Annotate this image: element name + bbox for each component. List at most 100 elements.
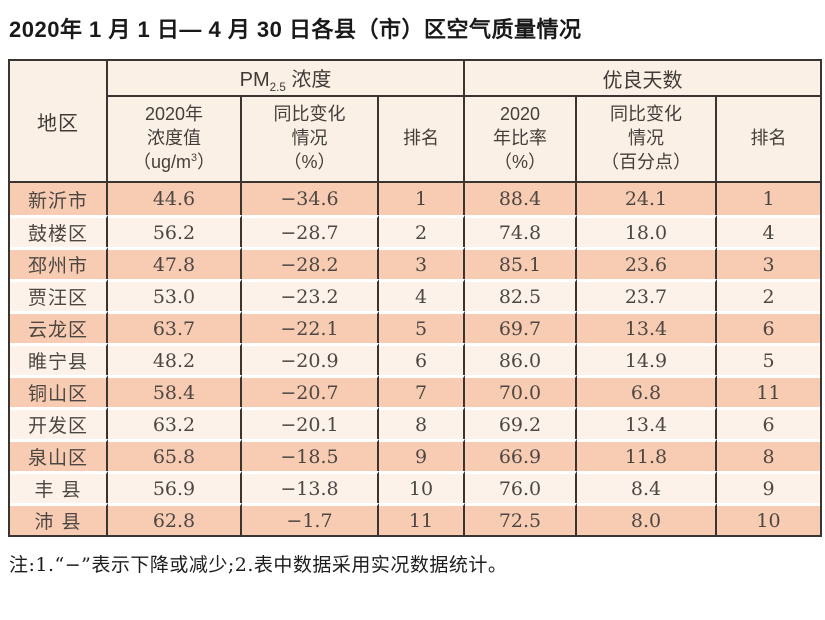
cell-good_rank: 9: [717, 471, 820, 503]
cell-good_change: 23.7: [577, 279, 717, 311]
cell-pm25_rank: 10: [379, 471, 465, 503]
table-row: 云龙区 63.7 −22.1 5 69.7 13.4 6: [10, 311, 820, 343]
cell-pm25_change: −34.6: [242, 183, 379, 215]
cell-good_ratio: 82.5: [465, 279, 577, 311]
table-header: 地区 PM2.5 浓度 优良天数 2020年 浓度值 （ug/m3） 同比变化 …: [10, 61, 820, 183]
table-body: 新沂市 44.6 −34.6 1 88.4 24.1 1 鼓楼区 56.2 −28.7 2 74.8 1…: [10, 183, 820, 535]
pm25-unit: （ug/m3）: [132, 151, 216, 172]
header-group-row: 地区 PM2.5 浓度 优良天数: [10, 61, 820, 183]
pm25-group-label: PM2.5 浓度: [239, 68, 332, 94]
table-row: 鼓楼区 56.2 −28.7 2 74.8 18.0 4: [10, 215, 820, 247]
cell-pm25_rank: 6: [379, 343, 465, 375]
cell-pm25_rank: 3: [379, 247, 465, 279]
cell-good_change: 23.6: [577, 247, 717, 279]
cell-pm25_rank: 7: [379, 375, 465, 407]
cell-good_ratio: 70.0: [465, 375, 577, 407]
cell-good_change: 6.8: [577, 375, 717, 407]
table-row: 沛 县 62.8 −1.7 11 72.5 8.0 10: [10, 503, 820, 535]
cell-pm25: 48.2: [108, 343, 242, 375]
cell-pm25: 56.2: [108, 215, 242, 247]
table-row: 睢宁县 48.2 −20.9 6 86.0 14.9 5: [10, 343, 820, 375]
cell-pm25_change: −20.1: [242, 407, 379, 439]
cell-region: 邳州市: [10, 247, 108, 279]
cell-good_ratio: 69.7: [465, 311, 577, 343]
cell-pm25_change: −20.9: [242, 343, 379, 375]
cell-pm25: 58.4: [108, 375, 242, 407]
cell-good_rank: 10: [717, 503, 820, 535]
cell-pm25: 47.8: [108, 247, 242, 279]
cell-good_change: 18.0: [577, 215, 717, 247]
col-header-good-rank: 排名: [717, 97, 820, 183]
cell-good_rank: 3: [717, 247, 820, 279]
cell-pm25_rank: 4: [379, 279, 465, 311]
good-days-group-label: 优良天数: [602, 69, 683, 92]
cell-good_change: 24.1: [577, 183, 717, 215]
cell-region: 云龙区: [10, 311, 108, 343]
col-header-good-change: 同比变化 情况 （百分点）: [577, 97, 717, 183]
cell-pm25_change: −23.2: [242, 279, 379, 311]
cell-region: 贾汪区: [10, 279, 108, 311]
cell-good_change: 14.9: [577, 343, 717, 375]
cell-good_rank: 6: [717, 407, 820, 439]
cell-good_ratio: 86.0: [465, 343, 577, 375]
cell-good_rank: 2: [717, 279, 820, 311]
table-row: 泉山区 65.8 −18.5 9 66.9 11.8 8: [10, 439, 820, 471]
cell-pm25_change: −20.7: [242, 375, 379, 407]
cell-pm25: 44.6: [108, 183, 242, 215]
table-row: 铜山区 58.4 −20.7 7 70.0 6.8 11: [10, 375, 820, 407]
table-row: 贾汪区 53.0 −23.2 4 82.5 23.7 2: [10, 279, 820, 311]
header-sub-row: 2020年 浓度值 （ug/m3） 同比变化 情况 （%） 排名 2020 年比…: [10, 97, 820, 183]
cell-good_change: 11.8: [577, 439, 717, 471]
cell-region: 鼓楼区: [10, 215, 108, 247]
cell-good_ratio: 72.5: [465, 503, 577, 535]
col-header-good-ratio: 2020 年比率 （%）: [465, 97, 577, 183]
table-row: 邳州市 47.8 −28.2 3 85.1 23.6 3: [10, 247, 820, 279]
cell-pm25_rank: 5: [379, 311, 465, 343]
cell-pm25_change: −22.1: [242, 311, 379, 343]
cell-good_change: 8.4: [577, 471, 717, 503]
cell-good_change: 13.4: [577, 407, 717, 439]
cell-pm25_rank: 1: [379, 183, 465, 215]
cell-pm25_change: −28.2: [242, 247, 379, 279]
group-header-pm25: PM2.5 浓度: [108, 61, 465, 97]
cell-good_ratio: 66.9: [465, 439, 577, 471]
table-row: 丰 县 56.9 −13.8 10 76.0 8.4 9: [10, 471, 820, 503]
cell-good_ratio: 85.1: [465, 247, 577, 279]
region-header-label: 地区: [37, 112, 79, 135]
cell-good_ratio: 74.8: [465, 215, 577, 247]
cell-region: 丰 县: [10, 471, 108, 503]
cell-good_rank: 8: [717, 439, 820, 471]
table-row: 新沂市 44.6 −34.6 1 88.4 24.1 1: [10, 183, 820, 215]
cell-pm25_rank: 2: [379, 215, 465, 247]
cell-region: 新沂市: [10, 183, 108, 215]
air-quality-table: 地区 PM2.5 浓度 优良天数 2020年 浓度值 （ug/m3） 同比变化 …: [8, 59, 822, 537]
col-header-pm25-rank: 排名: [379, 97, 465, 183]
cell-pm25_change: −28.7: [242, 215, 379, 247]
footnote: 注:1.“−”表示下降或减少;2.表中数据采用实况数据统计。: [9, 554, 508, 576]
cell-pm25: 63.2: [108, 407, 242, 439]
cell-good_change: 13.4: [577, 311, 717, 343]
cell-pm25_rank: 11: [379, 503, 465, 535]
table-row: 开发区 63.2 −20.1 8 69.2 13.4 6: [10, 407, 820, 439]
cell-good_ratio: 69.2: [465, 407, 577, 439]
cell-region: 铜山区: [10, 375, 108, 407]
cell-good_rank: 11: [717, 375, 820, 407]
col-header-pm25-value: 2020年 浓度值 （ug/m3）: [108, 97, 242, 183]
cell-pm25_rank: 8: [379, 407, 465, 439]
cell-region: 开发区: [10, 407, 108, 439]
cell-good_rank: 5: [717, 343, 820, 375]
cell-region: 沛 县: [10, 503, 108, 535]
cell-pm25_change: −13.8: [242, 471, 379, 503]
page-title: 2020年 1 月 1 日— 4 月 30 日各县（市）区空气质量情况: [9, 17, 582, 42]
col-header-region: 地区: [10, 61, 108, 183]
cell-region: 睢宁县: [10, 343, 108, 375]
cell-pm25: 53.0: [108, 279, 242, 311]
cell-pm25_change: −18.5: [242, 439, 379, 471]
cell-pm25: 65.8: [108, 439, 242, 471]
cell-good_rank: 4: [717, 215, 820, 247]
cell-pm25: 62.8: [108, 503, 242, 535]
col-header-pm25-change: 同比变化 情况 （%）: [242, 97, 379, 183]
cell-good_change: 8.0: [577, 503, 717, 535]
cell-pm25: 56.9: [108, 471, 242, 503]
